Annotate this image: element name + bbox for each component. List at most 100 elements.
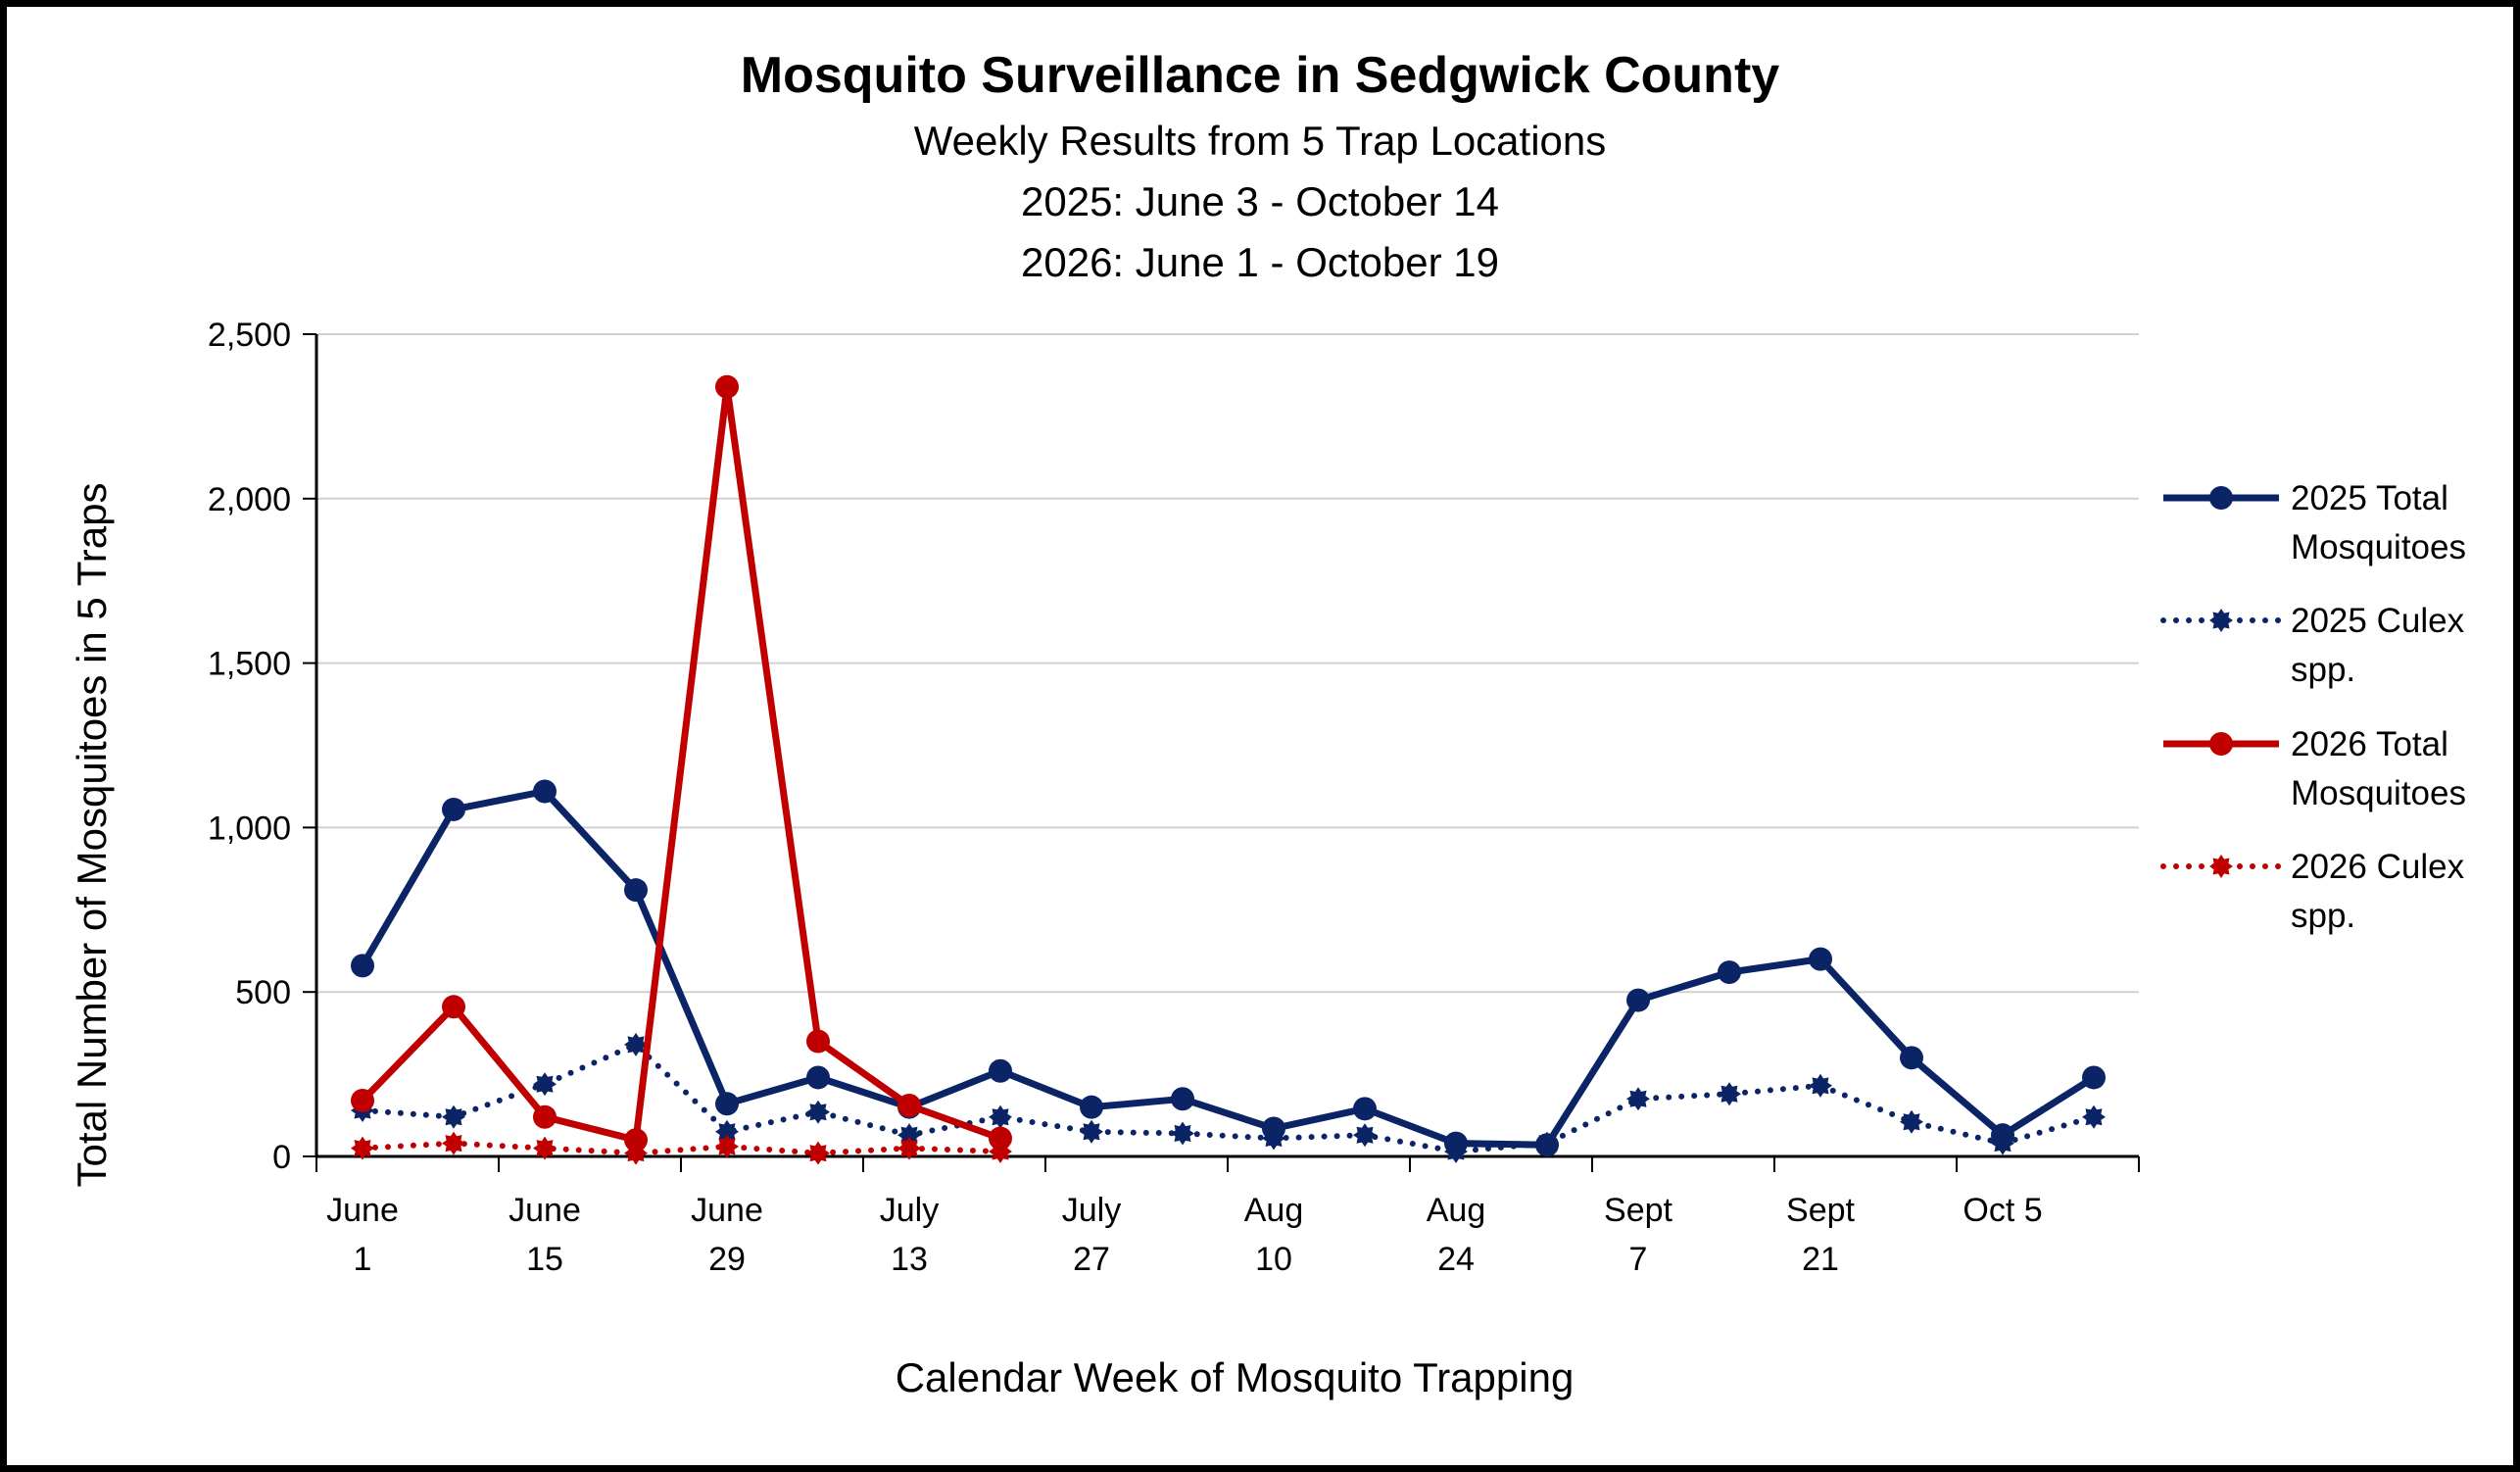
x-tick-label: June — [509, 1192, 581, 1229]
data-point — [715, 374, 739, 399]
data-point — [1809, 947, 1832, 971]
x-tick-label: 7 — [1629, 1241, 1648, 1278]
data-point — [715, 1119, 739, 1144]
chart-subtitle-1: Weekly Results from 5 Trap Locations — [914, 118, 1607, 164]
data-point — [442, 1104, 465, 1129]
data-point — [2082, 1065, 2106, 1090]
legend: 2025 Total Mosquitoes 2025 Culex spp. 2026 T… — [2160, 479, 2466, 935]
legend-marker — [2209, 855, 2233, 878]
legend-label: spp. — [2291, 897, 2355, 935]
series-line — [360, 1041, 2097, 1154]
data-point — [1626, 988, 1650, 1012]
data-point — [533, 1072, 557, 1097]
data-point — [533, 1104, 557, 1129]
x-tick-label: July — [880, 1192, 939, 1229]
x-tick-label: Oct 5 — [1963, 1192, 2042, 1229]
data-point — [1353, 1097, 1377, 1121]
data-point — [442, 995, 465, 1019]
data-point — [624, 1032, 648, 1056]
x-tick-label: Aug — [1244, 1192, 1304, 1229]
x-tick-label: 10 — [1255, 1241, 1292, 1278]
x-tick-label: Sept — [1604, 1192, 1672, 1229]
x-tick-label: 21 — [1802, 1241, 1839, 1278]
series-0 — [351, 779, 2106, 1157]
y-tick-label: 500 — [235, 974, 291, 1011]
data-point — [1353, 1123, 1377, 1148]
data-point — [624, 878, 648, 903]
data-point — [806, 1065, 830, 1090]
data-point — [897, 1136, 921, 1160]
data-point — [1900, 1109, 1923, 1134]
y-axis-ticks: 0 500 1,000 1,500 2,000 2,500 — [208, 317, 316, 1176]
data-point — [2082, 1104, 2106, 1129]
data-point — [1171, 1087, 1194, 1111]
data-point — [1809, 1073, 1832, 1098]
x-tick-label: Sept — [1786, 1192, 1855, 1229]
chart-title: Mosquito Surveillance in Sedgwick County — [741, 47, 1779, 104]
data-point — [1444, 1131, 1468, 1155]
legend-marker — [2209, 609, 2233, 632]
y-tick-label: 1,000 — [208, 810, 291, 847]
data-point — [897, 1093, 921, 1117]
title-group: Mosquito Surveillance in Sedgwick County… — [741, 47, 1779, 285]
data-point — [624, 1128, 648, 1153]
data-point — [1262, 1116, 1285, 1141]
data-point — [1900, 1046, 1923, 1070]
legend-label: 2025 Total — [2291, 479, 2448, 517]
data-point — [442, 797, 465, 821]
y-tick-label: 1,500 — [208, 646, 291, 683]
data-point — [351, 1088, 374, 1112]
data-point — [715, 1134, 739, 1158]
x-tick-label: 27 — [1073, 1241, 1110, 1278]
legend-item-2: 2026 Total Mosquitoes — [2163, 725, 2466, 812]
y-tick-label: 2,000 — [208, 481, 291, 518]
x-tick-label: 13 — [891, 1241, 928, 1278]
legend-marker — [2209, 732, 2233, 756]
data-point — [442, 1131, 465, 1155]
data-point — [806, 1029, 830, 1054]
series-2 — [351, 374, 1012, 1153]
data-point — [351, 1136, 374, 1160]
legend-item-3: 2026 Culex spp. — [2160, 848, 2465, 935]
series-3 — [351, 1131, 1012, 1165]
x-tick-label: 24 — [1437, 1241, 1475, 1278]
data-point — [806, 1141, 830, 1165]
data-point — [533, 779, 557, 804]
series-line — [359, 788, 2096, 1149]
data-point — [533, 1136, 557, 1160]
data-point — [806, 1100, 830, 1124]
data-point — [1718, 960, 1741, 985]
x-tick-label: July — [1062, 1192, 1121, 1229]
grid-lines — [316, 333, 2139, 994]
x-tick-label: 15 — [526, 1241, 563, 1278]
legend-label: 2026 Total — [2291, 725, 2448, 763]
x-axis-ticks: June 1 June 15 June 29 July 13 July 27 Aug 10 Aug 24 S… — [315, 1156, 2140, 1278]
data-point — [351, 954, 374, 978]
series-group — [351, 374, 2106, 1165]
data-point — [715, 1092, 739, 1116]
y-tick-label: 2,500 — [208, 317, 291, 354]
data-point — [1535, 1133, 1559, 1157]
data-point — [1080, 1095, 1103, 1119]
x-tick-label: June — [691, 1192, 763, 1229]
series-1 — [351, 1032, 2106, 1163]
legend-label: 2025 Culex — [2291, 602, 2465, 640]
chart-subtitle-3: 2026: June 1 - October 19 — [1021, 239, 1499, 285]
data-point — [989, 1058, 1012, 1083]
y-axis-title: Total Number of Mosquitoes in 5 Traps — [69, 482, 115, 1187]
data-point — [1626, 1087, 1650, 1111]
data-point — [1171, 1121, 1194, 1146]
legend-label: Mosquitoes — [2291, 528, 2466, 566]
chart-subtitle-2: 2025: June 3 - October 14 — [1021, 178, 1499, 224]
data-point — [1080, 1119, 1103, 1144]
data-point — [989, 1126, 1012, 1151]
axes — [315, 334, 2139, 1158]
data-point — [989, 1104, 1012, 1129]
x-tick-label: 29 — [708, 1241, 746, 1278]
x-tick-label: June — [326, 1192, 399, 1229]
legend-label: 2026 Culex — [2291, 848, 2465, 886]
legend-marker — [2209, 486, 2233, 510]
legend-label: Mosquitoes — [2291, 774, 2466, 812]
